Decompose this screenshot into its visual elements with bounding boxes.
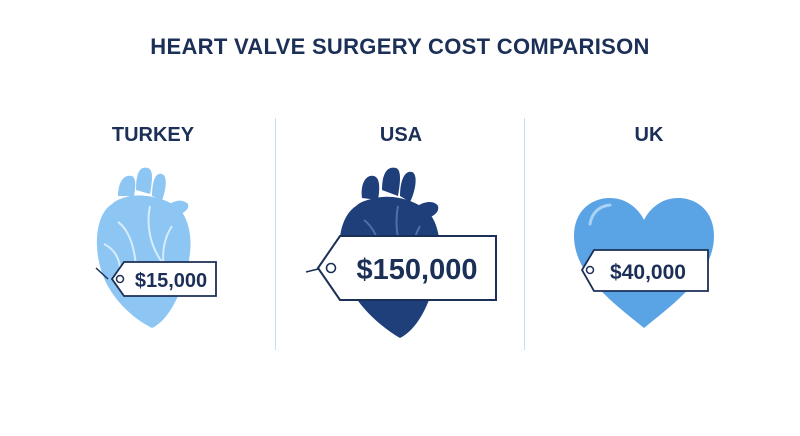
country-name-usa: USA [379,124,423,146]
page-title: HEART VALVE SURGERY COST COMPARISON [150,34,650,59]
divider-right [524,118,525,350]
country-column-usa: USA [288,0,514,436]
country-column-uk: UK [536,0,762,436]
country-column-turkey: TURKEY [40,0,266,436]
country-name-uk: UK [634,124,664,146]
country-name-turkey: TURKEY [111,124,195,146]
divider-left [275,118,276,350]
